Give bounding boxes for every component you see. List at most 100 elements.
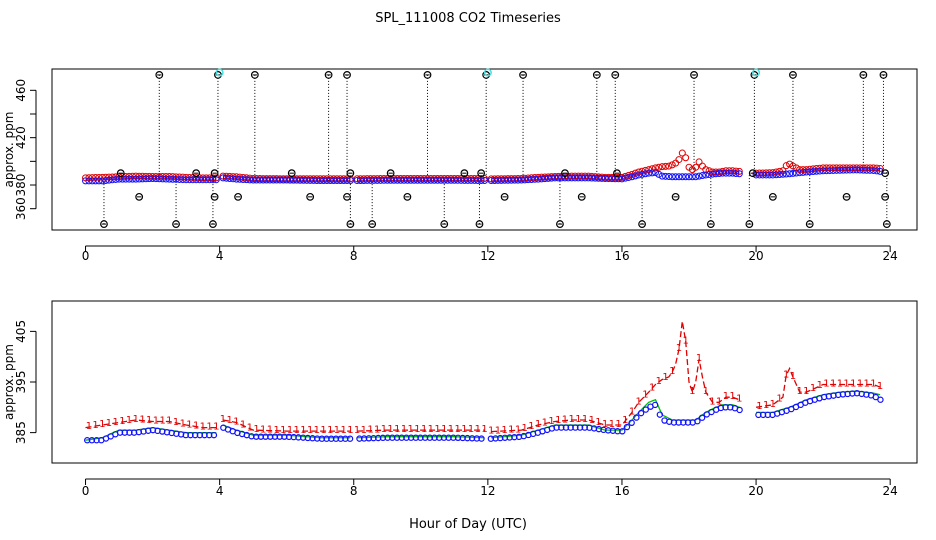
bottom-plot-frame: [51, 300, 918, 464]
top-high-outlier: [155, 71, 164, 79]
top-outlier: [881, 169, 890, 178]
top-data-series: [82, 149, 884, 185]
top-blue-point: [420, 176, 428, 184]
bottom-red-marker: 1: [253, 424, 259, 435]
bottom-red-marker: 1: [227, 415, 233, 426]
top-low-outlier: [638, 220, 646, 228]
top-blue-point: [678, 173, 686, 181]
top-low-outlier: [706, 220, 715, 228]
bottom-red-marker: 1: [723, 391, 729, 402]
top-red-point: [792, 164, 800, 172]
top-outlier: [842, 192, 851, 201]
top-red-point: [631, 169, 639, 177]
top-blue-point: [346, 177, 354, 185]
bottom-red-marker: 1: [495, 425, 501, 436]
bottom-red-marker: 1: [340, 425, 346, 436]
top-blue-point: [527, 175, 535, 183]
top-high-outlier: [343, 71, 351, 79]
top-blue-point: [464, 176, 472, 184]
bottom-red-marker: 1: [408, 424, 414, 435]
top-blue-point: [672, 173, 680, 181]
bottom-red-marker: 1: [99, 419, 105, 430]
top-blue-point: [440, 176, 448, 184]
top-blue-point: [413, 176, 421, 184]
top-red-point: [651, 164, 659, 172]
bottom-red-marker: 1: [823, 379, 829, 390]
top-high-outlier: [611, 71, 620, 79]
top-blue-point: [320, 177, 328, 185]
bottom-red-marker: 1: [126, 415, 132, 426]
top-red-point: [470, 175, 478, 183]
top-high-outlier-circle: [250, 71, 259, 79]
bottom-red-marker: 1: [488, 426, 494, 437]
top-blue-point: [306, 176, 314, 184]
bottom-red-marker: 1: [180, 418, 186, 429]
top-blue-point: [581, 174, 589, 182]
top-low-outlier: [346, 220, 355, 228]
top-blue-point: [460, 176, 468, 184]
top-blue-point: [608, 175, 616, 183]
bottom-red-marker: 1: [542, 418, 548, 429]
bottom-blue-point: [346, 435, 354, 442]
top-blue-point: [303, 176, 311, 184]
top-blue-point: [269, 176, 277, 184]
top-blue-point: [474, 176, 482, 184]
top-outlier: [192, 169, 201, 178]
top-blue-point: [360, 176, 368, 184]
top-red-point: [655, 163, 663, 171]
top-blue-point: [735, 170, 743, 178]
top-blue-point: [450, 176, 458, 184]
top-outlier-circle: [403, 192, 412, 201]
top-red-point: [735, 167, 743, 175]
bottom-blue-point: [619, 428, 626, 435]
bottom-red-marker: 1: [361, 425, 367, 436]
bottom-red-marker: 1: [113, 417, 119, 428]
top-blue-point: [283, 176, 291, 184]
top-blue-point: [434, 176, 442, 184]
top-outlier: [135, 192, 144, 201]
top-outlier-circle: [116, 169, 125, 178]
bottom-red-marker: 1: [166, 415, 172, 426]
bottom-blue-point: [623, 423, 631, 431]
top-blue-point: [551, 174, 559, 182]
bottom-red-marker: 1: [729, 391, 735, 402]
bottom-red-marker: 1: [327, 425, 333, 436]
bottom-red-marker: 1: [817, 380, 823, 391]
top-blue-point: [571, 174, 579, 182]
top-blue-point: [356, 176, 364, 184]
top-blue-point: [222, 174, 230, 182]
top-blue-point: [326, 177, 334, 185]
bottom-red-marker: 1: [347, 425, 353, 436]
bottom-red-marker: 1: [703, 386, 709, 397]
top-high-outlier-circle: [690, 71, 698, 79]
top-blue-point: [648, 169, 656, 177]
top-outlier: [613, 169, 621, 178]
top-spike-lines: [103, 74, 888, 225]
top-blue-point: [206, 176, 214, 184]
bottom-blue-point: [736, 406, 743, 414]
top-outlier: [234, 192, 242, 201]
top-blue-point: [682, 173, 690, 181]
top-high-outlier-circle: [519, 71, 527, 79]
top-blue-point: [340, 177, 348, 185]
top-low-outlier-circle: [745, 220, 754, 228]
top-blue-point: [665, 173, 673, 181]
bottom-red-marker: 1: [776, 394, 782, 405]
top-blue-point: [789, 169, 797, 177]
top-blue-point: [424, 176, 432, 184]
top-blue-point: [380, 176, 388, 184]
top-blue-point: [226, 175, 234, 183]
top-blue-point: [293, 176, 301, 184]
top-blue-point: [521, 176, 529, 184]
bottom-red-marker: 1: [200, 422, 206, 433]
bottom-red-marker: 1: [300, 425, 306, 436]
top-blue-point: [534, 175, 542, 183]
bottom-blue-point: [656, 411, 664, 418]
top-blue-point: [514, 176, 522, 184]
top-blue-point: [286, 176, 294, 184]
bottom-blue-point: [694, 418, 701, 425]
top-outlier: [403, 192, 412, 201]
top-outlier-circle: [613, 169, 621, 178]
top-red-point: [782, 162, 790, 170]
top-outlier: [346, 169, 355, 178]
